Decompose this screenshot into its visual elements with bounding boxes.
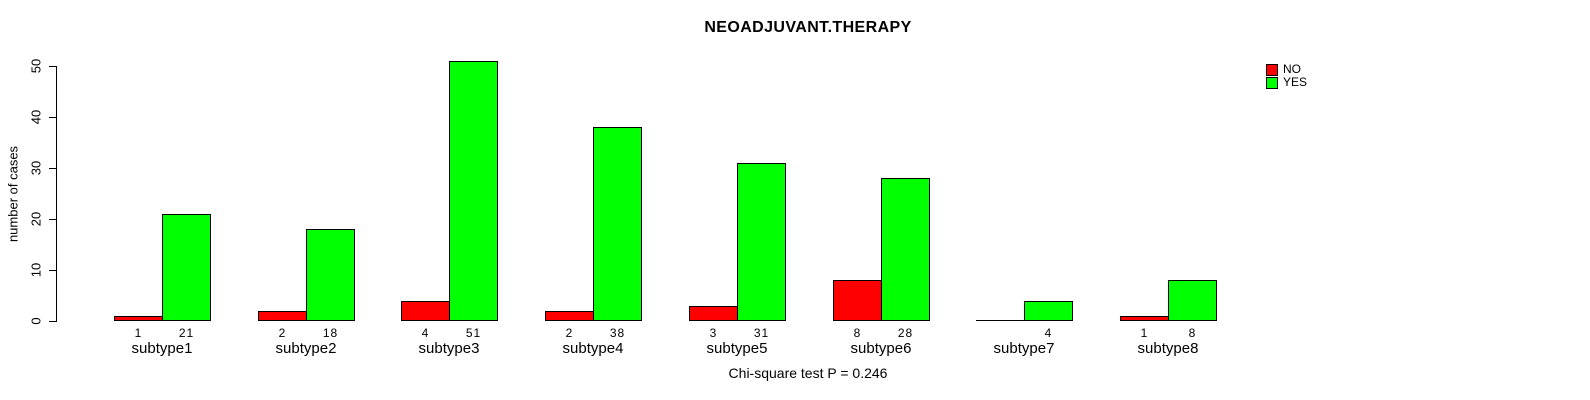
bar-subtype8-no [1120, 316, 1169, 321]
bar-subtype3-yes [449, 61, 498, 321]
bar-value-label-subtype7-yes: 4 [1044, 326, 1053, 340]
y-tick [49, 219, 56, 220]
y-axis-title: number of cases [5, 145, 21, 243]
bar-value-label-subtype5-no: 3 [709, 326, 718, 340]
y-tick-label: 10 [28, 262, 44, 278]
bar-value-label-subtype4-yes: 38 [609, 326, 626, 340]
bar-subtype5-no [689, 306, 738, 321]
bar-value-label-subtype6-no: 8 [853, 326, 862, 340]
bar-subtype1-yes [162, 214, 211, 321]
bar-value-label-subtype8-no: 1 [1140, 326, 1149, 340]
bar-subtype3-no [401, 301, 450, 321]
bar-value-label-subtype1-yes: 21 [178, 326, 195, 340]
bar-subtype4-yes [593, 127, 642, 321]
y-tick [49, 66, 56, 67]
bar-subtype7-no [976, 320, 1025, 321]
y-tick [49, 117, 56, 118]
bar-subtype7-yes [1024, 301, 1073, 321]
category-label-subtype7: subtype7 [993, 340, 1055, 357]
bar-value-label-subtype8-yes: 8 [1188, 326, 1197, 340]
bar-subtype2-yes [306, 229, 355, 321]
bar-subtype2-no [258, 311, 307, 321]
y-tick-label: 40 [28, 109, 44, 125]
bar-value-label-subtype4-no: 2 [565, 326, 574, 340]
y-tick-label: 0 [28, 317, 44, 325]
bar-value-label-subtype2-yes: 18 [322, 326, 339, 340]
bar-value-label-subtype6-yes: 28 [897, 326, 914, 340]
bar-subtype5-yes [737, 163, 786, 321]
bar-value-label-subtype3-yes: 51 [465, 326, 482, 340]
legend: NO YES [1266, 63, 1307, 89]
category-label-subtype2: subtype2 [275, 340, 337, 357]
legend-item-yes: YES [1266, 76, 1307, 89]
category-label-subtype6: subtype6 [850, 340, 912, 357]
y-axis-line [56, 66, 57, 322]
legend-item-no: NO [1266, 63, 1307, 76]
bar-value-label-subtype1-no: 1 [134, 326, 143, 340]
legend-label-yes: YES [1283, 75, 1308, 89]
category-label-subtype8: subtype8 [1137, 340, 1199, 357]
legend-swatch-no-icon [1266, 63, 1278, 76]
legend-swatch-yes-icon [1266, 76, 1278, 89]
y-tick-label: 50 [28, 58, 44, 74]
y-tick [49, 270, 56, 271]
category-label-subtype1: subtype1 [131, 340, 193, 357]
bar-subtype1-no [114, 316, 163, 321]
chart-title: NEOADJUVANT.THERAPY [704, 19, 912, 36]
bar-value-label-subtype3-no: 4 [421, 326, 430, 340]
bar-subtype8-yes [1168, 280, 1217, 321]
bar-value-label-subtype5-yes: 31 [753, 326, 770, 340]
bar-subtype4-no [545, 311, 594, 321]
category-label-subtype4: subtype4 [562, 340, 624, 357]
bar-subtype6-yes [881, 178, 930, 321]
y-tick [49, 321, 56, 322]
bar-value-label-subtype2-no: 2 [278, 326, 287, 340]
category-label-subtype3: subtype3 [418, 340, 480, 357]
category-label-subtype5: subtype5 [706, 340, 768, 357]
bar-subtype6-no [833, 280, 882, 321]
legend-label-no: NO [1283, 62, 1301, 76]
y-tick [49, 168, 56, 169]
y-tick-label: 30 [28, 160, 44, 176]
y-tick-label: 20 [28, 211, 44, 227]
chi-square-annotation: Chi-square test P = 0.246 [728, 365, 888, 381]
